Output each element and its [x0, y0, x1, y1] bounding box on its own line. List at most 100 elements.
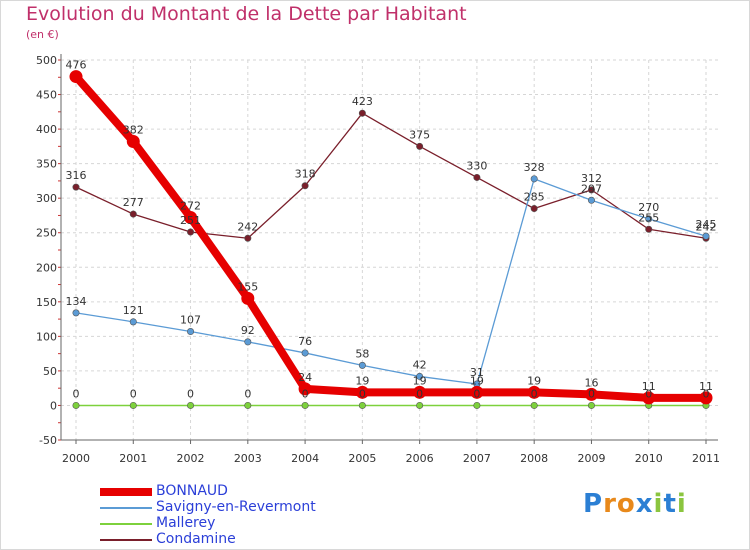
y-tick-label: -50 — [39, 434, 57, 447]
y-tick-label: 250 — [36, 227, 57, 240]
y-tick-label: 100 — [36, 330, 57, 343]
data-label-bonnaud: 11 — [642, 380, 656, 393]
data-label-condamine: 423 — [352, 95, 373, 108]
logo-letter: r — [603, 489, 617, 519]
data-label-condamine: 285 — [524, 191, 545, 204]
point-condamine — [72, 183, 80, 191]
point-bonnaud — [241, 291, 255, 305]
point-mallerey — [129, 401, 137, 409]
y-tick-label: 350 — [36, 158, 57, 171]
data-label-mallerey: 0 — [703, 387, 710, 400]
x-tick-label: 2011 — [692, 452, 720, 465]
y-tick-label: 150 — [36, 296, 57, 309]
data-label-savigny: 107 — [180, 314, 201, 327]
x-tick-label: 2005 — [348, 452, 376, 465]
data-label-condamine: 312 — [581, 172, 602, 185]
legend-item-mallerey: Mallerey — [100, 516, 360, 532]
data-label-savigny: 297 — [581, 182, 602, 195]
data-label-mallerey: 0 — [645, 387, 652, 400]
legend-item-condamine: Condamine — [100, 532, 360, 548]
legend-item-bonnaud: BONNAUD — [100, 484, 360, 500]
point-bonnaud — [126, 135, 140, 149]
y-tick-label: 500 — [36, 54, 57, 67]
point-condamine — [416, 142, 424, 150]
point-savigny — [129, 318, 137, 326]
point-bonnaud — [470, 385, 484, 399]
chart-title: Evolution du Montant de la Dette par Hab… — [26, 3, 467, 25]
data-label-condamine: 251 — [180, 214, 201, 227]
point-condamine — [244, 234, 252, 242]
y-tick-label: 0 — [50, 399, 57, 412]
logo-letter: P — [583, 489, 604, 519]
data-label-savigny: 270 — [638, 201, 659, 214]
logo-letter: i — [653, 489, 664, 519]
data-label-mallerey: 0 — [244, 387, 251, 400]
data-label-mallerey: 0 — [187, 387, 194, 400]
y-tick-label: 200 — [36, 261, 57, 274]
legend-swatch — [100, 507, 152, 509]
point-bonnaud — [699, 391, 713, 405]
data-label-savigny: 328 — [524, 161, 545, 174]
data-label-condamine: 277 — [123, 196, 144, 209]
data-label-mallerey: 0 — [588, 387, 595, 400]
data-label-mallerey: 0 — [73, 387, 80, 400]
x-tick-labels: 2000 2001 2002 2003 2004 2005 2006 2007 2008 2009… — [62, 452, 720, 465]
point-savigny — [358, 361, 366, 369]
point-bonnaud — [355, 385, 369, 399]
point-mallerey — [587, 401, 595, 409]
x-tick-label: 2004 — [291, 452, 319, 465]
x-tick-label: 2001 — [119, 452, 147, 465]
point-savigny — [702, 232, 710, 240]
data-label-bonnaud: 19 — [355, 374, 369, 387]
point-savigny — [187, 328, 195, 336]
data-label-savigny: 92 — [241, 324, 255, 337]
data-label-bonnaud: 11 — [699, 380, 713, 393]
point-savigny — [645, 215, 653, 223]
data-label-savigny: 245 — [696, 218, 717, 231]
point-bonnaud — [69, 70, 83, 84]
data-label-savigny: 76 — [298, 335, 312, 348]
x-tick-label: 2006 — [406, 452, 434, 465]
point-bonnaud — [642, 391, 656, 405]
data-label-bonnaud: 19 — [470, 374, 484, 387]
y-tick-labels: -50 0 50 100 150 200 250 300 350 400 450 500 — [36, 54, 57, 447]
data-label-condamine: 330 — [466, 159, 487, 172]
y-tick-label: 300 — [36, 192, 57, 205]
point-condamine — [645, 225, 653, 233]
chart-subtitle: (en €) — [26, 28, 59, 41]
logo-letter: x — [635, 489, 654, 519]
x-tick-label: 2008 — [520, 452, 548, 465]
data-label-condamine: 255 — [638, 211, 659, 224]
legend-swatch — [100, 488, 152, 496]
series-group — [69, 70, 713, 409]
data-label-bonnaud: 382 — [123, 124, 144, 137]
data-label-condamine: 242 — [696, 220, 717, 233]
point-savigny — [244, 338, 252, 346]
point-condamine — [473, 173, 481, 181]
point-bonnaud — [184, 211, 198, 225]
legend-swatch — [100, 539, 152, 541]
point-savigny — [301, 349, 309, 357]
point-condamine — [530, 205, 538, 213]
x-tick-label: 2007 — [463, 452, 491, 465]
point-bonnaud — [298, 382, 312, 396]
point-mallerey — [358, 401, 366, 409]
x-tick-label: 2010 — [635, 452, 663, 465]
logo-letter: t — [663, 489, 677, 519]
data-label-mallerey: 0 — [473, 387, 480, 400]
point-savigny — [416, 372, 424, 380]
data-label-mallerey: 0 — [531, 387, 538, 400]
y-tick-label: 50 — [43, 365, 57, 378]
data-label-savigny: 121 — [123, 304, 144, 317]
data-label-bonnaud: 19 — [413, 374, 427, 387]
point-condamine — [129, 210, 137, 218]
point-mallerey — [187, 401, 195, 409]
x-tick-label: 2003 — [234, 452, 262, 465]
series-line-savigny — [75, 178, 707, 385]
data-label-savigny: 31 — [470, 366, 484, 379]
point-condamine — [358, 109, 366, 117]
legend-label: Mallerey — [156, 515, 216, 531]
y-tick-label: 400 — [36, 123, 57, 136]
